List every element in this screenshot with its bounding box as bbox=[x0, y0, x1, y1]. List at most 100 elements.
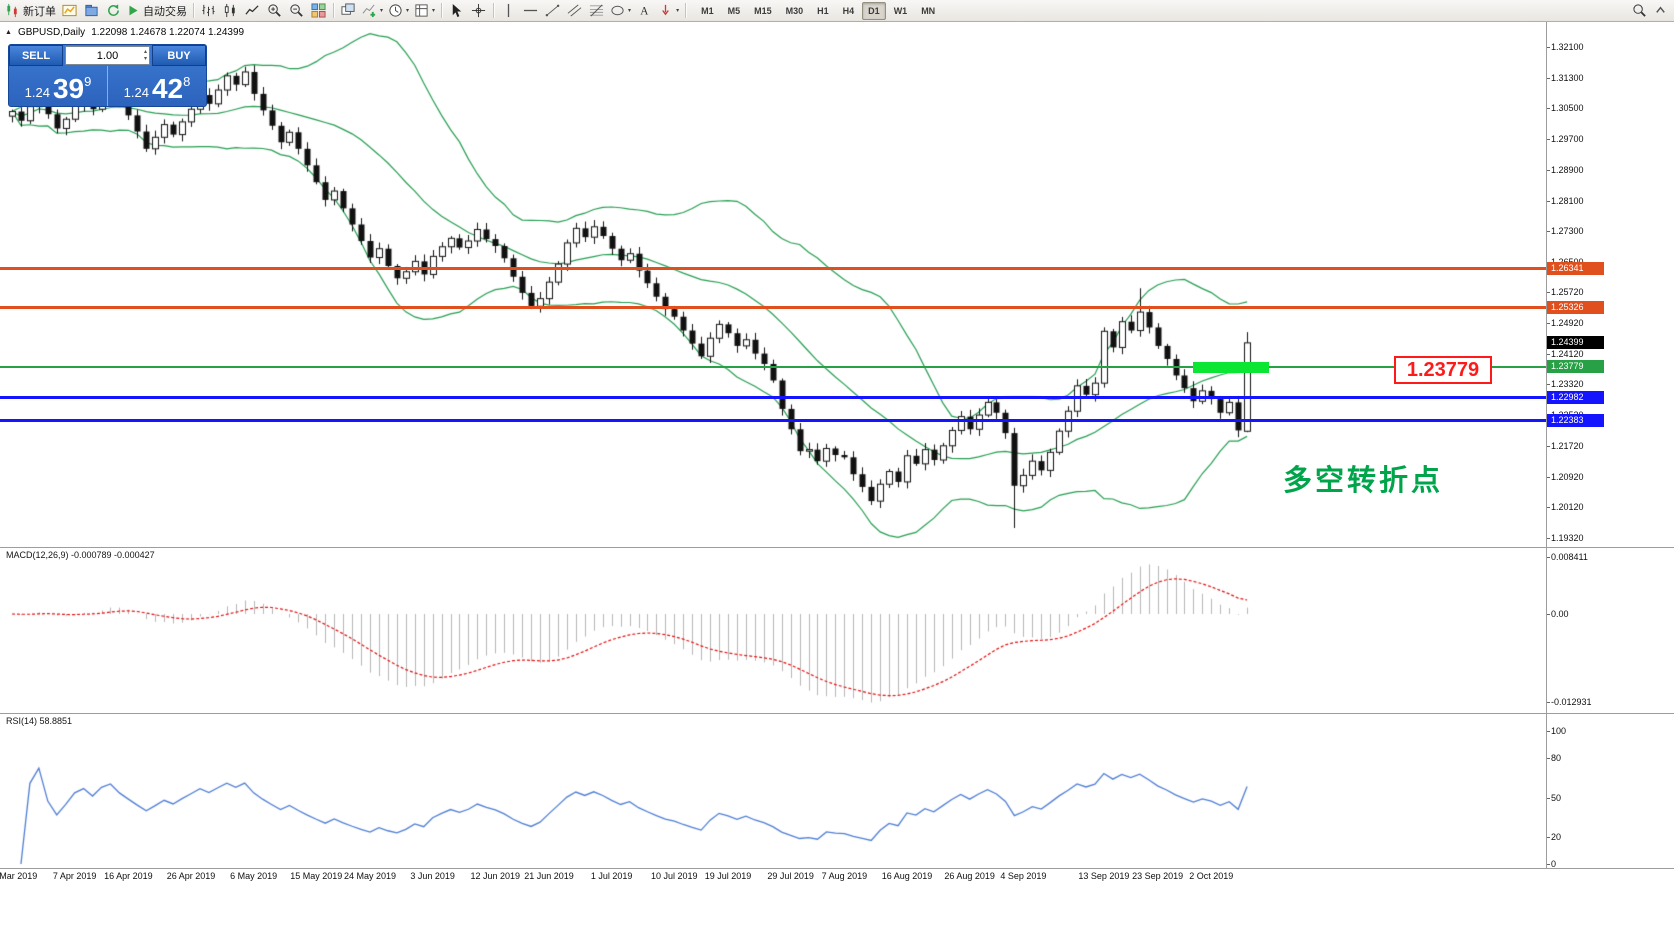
price-callout-label[interactable]: 1.23779 bbox=[1394, 356, 1492, 384]
shapes-button[interactable]: ▾ bbox=[608, 1, 633, 20]
autotrading-play-icon bbox=[129, 5, 138, 16]
horizontal-level-line-1.22982[interactable] bbox=[0, 395, 1546, 399]
one-click-trading-panel: SELL 1.00 ▴ ▾ BUY 1.24 39 9 1.24 42 8 bbox=[8, 44, 207, 107]
macd-indicator-canvas[interactable] bbox=[0, 548, 1546, 712]
panel-toggle-button[interactable] bbox=[1650, 1, 1671, 20]
timeframe-button-h1[interactable]: H1 bbox=[817, 5, 829, 16]
time-axis-label: 4 Sep 2019 bbox=[1000, 871, 1047, 881]
price-tag-1.23779: 1.23779 bbox=[1547, 360, 1604, 374]
time-axis-label: 1 Jul 2019 bbox=[590, 871, 633, 881]
panel-collapse-icon[interactable]: ▲ bbox=[5, 29, 12, 36]
bar-chart-button[interactable] bbox=[198, 1, 219, 20]
price-tag-1.26341: 1.26341 bbox=[1547, 261, 1604, 275]
refresh-button[interactable] bbox=[103, 1, 124, 20]
buy-button[interactable]: BUY bbox=[152, 45, 206, 66]
trade-panel-divider bbox=[107, 66, 108, 106]
profiles-icon bbox=[85, 4, 98, 17]
support-highlight-rect[interactable] bbox=[1193, 361, 1270, 373]
tile-windows-button[interactable] bbox=[308, 1, 329, 20]
line-chart-button[interactable] bbox=[242, 1, 263, 20]
periods-button[interactable]: ▾ bbox=[386, 1, 411, 20]
zoom-in-button[interactable] bbox=[264, 1, 285, 20]
new-order-button[interactable]: 新订单 bbox=[3, 1, 58, 20]
indicators-button[interactable]: ▾ bbox=[360, 1, 385, 20]
dropdown-caret-icon: ▾ bbox=[380, 7, 384, 14]
cascade-windows-button[interactable] bbox=[338, 1, 359, 20]
time-axis-label: 15 May 2019 bbox=[290, 871, 343, 881]
arrows-button[interactable]: ▾ bbox=[656, 1, 681, 20]
dropdown-caret-icon: ▾ bbox=[432, 7, 436, 14]
timeframe-button-h4[interactable]: H4 bbox=[842, 5, 855, 16]
zoom-out-icon bbox=[290, 4, 303, 17]
horizontal-level-line-1.26341[interactable] bbox=[0, 266, 1546, 270]
time-axis-label: 26 Apr 2019 bbox=[166, 871, 216, 881]
horizontal-line-icon bbox=[523, 9, 538, 12]
profiles-button[interactable] bbox=[81, 1, 102, 20]
rsi-scale-label: 100 bbox=[1551, 726, 1567, 736]
horizontal-level-line-1.25326[interactable] bbox=[0, 305, 1546, 309]
cursor-button[interactable] bbox=[446, 1, 467, 20]
new-chart-icon bbox=[62, 4, 77, 17]
volume-spinner-icon[interactable]: ▴ ▾ bbox=[143, 49, 147, 62]
price-scale-label: 1.24120 bbox=[1551, 348, 1584, 359]
channel-button[interactable] bbox=[564, 1, 585, 20]
time-axis-label: 16 Aug 2019 bbox=[881, 871, 933, 881]
horizontal-level-line-1.23779[interactable] bbox=[0, 365, 1546, 368]
macd-scale-label: -0.012931 bbox=[1551, 696, 1592, 707]
tile-windows-icon bbox=[311, 3, 326, 18]
timeframe-button-w1[interactable]: W1 bbox=[893, 5, 908, 16]
price-scale-label: 1.29700 bbox=[1551, 134, 1584, 145]
candlestick-chart-button[interactable] bbox=[220, 1, 241, 20]
templates-button[interactable]: ▾ bbox=[412, 1, 437, 20]
vertical-line-button[interactable] bbox=[498, 1, 519, 20]
sell-price-point: 9 bbox=[84, 74, 92, 89]
timeframe-button-m15[interactable]: M15 bbox=[754, 5, 772, 16]
horizontal-level-line-1.22383[interactable] bbox=[0, 418, 1546, 422]
rsi-indicator-canvas[interactable] bbox=[0, 714, 1546, 868]
autotrading-label: 自动交易 bbox=[143, 5, 187, 18]
vertical-line-icon bbox=[507, 3, 510, 18]
price-scale-tick bbox=[1546, 200, 1550, 202]
price-chart-canvas[interactable] bbox=[0, 22, 1546, 547]
svg-text:A: A bbox=[640, 6, 649, 18]
fibonacci-button[interactable] bbox=[586, 1, 607, 20]
trade-panel-price-row: 1.24 39 9 1.24 42 8 bbox=[9, 66, 206, 106]
timeframe-button-m5[interactable]: M5 bbox=[727, 5, 741, 16]
sell-price-big-figure: 1.24 bbox=[24, 85, 50, 100]
price-scale-tick bbox=[1546, 292, 1550, 294]
rsi-scale-tick bbox=[1546, 757, 1550, 759]
text-button[interactable]: A bbox=[634, 1, 655, 20]
timeframe-button-mn[interactable]: MN bbox=[921, 5, 936, 16]
equidistant-channel-icon bbox=[567, 4, 582, 17]
new-chart-button[interactable] bbox=[59, 1, 80, 20]
horizontal-line-button[interactable] bbox=[520, 1, 541, 20]
crosshair-button[interactable] bbox=[468, 1, 489, 20]
time-axis-label: 7 Apr 2019 bbox=[52, 871, 97, 881]
rsi-scale-label: 50 bbox=[1551, 792, 1562, 803]
macd-scale-label: 0.008411 bbox=[1551, 551, 1588, 562]
pane-separator[interactable] bbox=[0, 713, 1674, 714]
trendline-icon bbox=[545, 4, 560, 17]
toolbar-separator bbox=[333, 3, 334, 18]
trendline-button[interactable] bbox=[542, 1, 563, 20]
zoom-out-button[interactable] bbox=[286, 1, 307, 20]
time-axis-label: 2 Oct 2019 bbox=[1189, 871, 1234, 881]
timeframe-button-m1[interactable]: M1 bbox=[701, 5, 714, 16]
search-button[interactable] bbox=[1629, 1, 1650, 20]
bull-bear-turning-point-annotation[interactable]: 多空转折点 bbox=[1283, 465, 1444, 497]
rsi-scale-tick bbox=[1546, 837, 1550, 839]
price-scale-tick bbox=[1546, 231, 1550, 233]
sell-price-display[interactable]: 1.24 39 9 bbox=[9, 66, 107, 106]
pane-separator[interactable] bbox=[0, 547, 1674, 548]
sell-button[interactable]: SELL bbox=[9, 45, 63, 66]
buy-price-display[interactable]: 1.24 42 8 bbox=[108, 66, 206, 106]
autotrading-button[interactable]: 自动交易 bbox=[125, 1, 189, 20]
volume-input[interactable]: 1.00 ▴ ▾ bbox=[65, 46, 150, 65]
timeframe-button-d1[interactable]: D1 bbox=[862, 1, 886, 20]
timeframe-button-m30[interactable]: M30 bbox=[785, 5, 804, 16]
price-scale-tick bbox=[1546, 353, 1550, 355]
price-scale-label: 1.24920 bbox=[1551, 317, 1584, 328]
dropdown-caret-icon: ▾ bbox=[628, 7, 632, 14]
time-axis-label: 7 Aug 2019 bbox=[821, 871, 868, 881]
toolbar-separator bbox=[441, 3, 443, 18]
